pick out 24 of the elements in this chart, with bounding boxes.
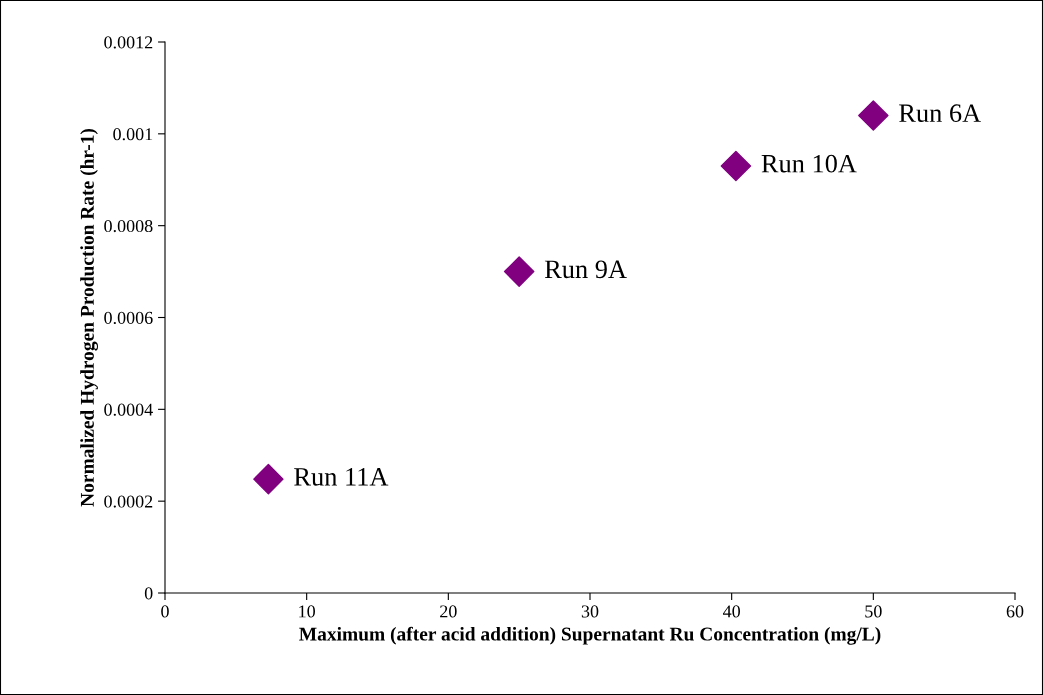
y-axis-title: Normalized Hydrogen Production Rate (hr-1) <box>80 128 98 507</box>
annotation: Run 9A <box>544 260 627 279</box>
x-tick-label: 30 <box>581 605 599 618</box>
x-tick-label: 20 <box>440 605 457 618</box>
point <box>253 463 284 495</box>
annotation: Run 6A <box>899 104 981 123</box>
point <box>720 150 752 182</box>
annotation: Run 11A <box>294 468 389 486</box>
y-tick-label: 0.0006 <box>104 311 153 325</box>
point <box>858 100 889 131</box>
y-tick-label: 0.001 <box>113 128 153 141</box>
y-tick-label: 0.0002 <box>104 495 153 508</box>
y-tick-label: 0.0008 <box>104 219 153 233</box>
point <box>503 256 535 287</box>
x-tick-label: 40 <box>722 605 741 618</box>
x-axis-title: Maximum (after acid addition) Supernatant Ru Concentration (mg/L) <box>299 626 881 645</box>
y-tick-label: 0.0012 <box>104 36 153 49</box>
annotation: Run 10A <box>761 154 857 173</box>
x-tick-label: 50 <box>865 605 882 618</box>
y-tick-label: 0 <box>144 587 153 600</box>
x-tick-label: 60 <box>1006 605 1024 618</box>
x-tick-label: 10 <box>299 605 316 618</box>
x-tick-label: 0 <box>161 605 169 618</box>
y-tick-label: 0.0004 <box>104 403 153 416</box>
